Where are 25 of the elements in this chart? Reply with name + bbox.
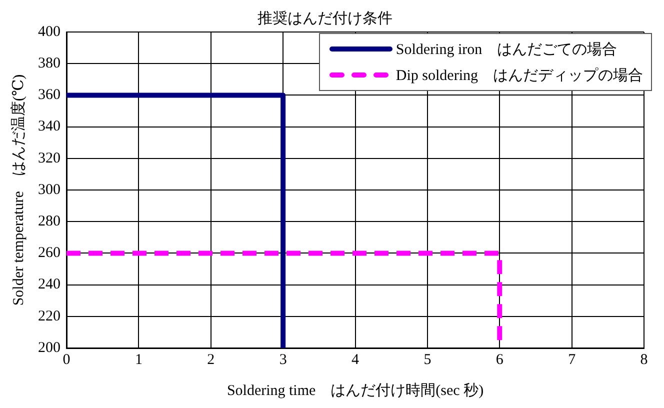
y-tick-label: 380 — [38, 56, 60, 72]
y-tick-label: 300 — [38, 182, 60, 198]
y-tick-label: 200 — [38, 340, 60, 356]
x-tick-label: 5 — [424, 352, 432, 368]
y-tick-label: 320 — [38, 150, 60, 166]
y-tick-label: 360 — [38, 87, 60, 104]
legend-label: Soldering iron はんだごての場合 — [396, 40, 618, 58]
x-tick-label: 6 — [496, 352, 504, 368]
x-tick-label: 2 — [207, 352, 215, 368]
y-tick-label: 340 — [38, 118, 60, 135]
x-tick-label: 8 — [640, 352, 648, 368]
y-tick-label: 400 — [38, 24, 60, 40]
y-axis-title: Solder temperature はんだ温度(℃) — [10, 74, 27, 306]
x-tick-label: 4 — [352, 352, 360, 368]
y-tick-label: 280 — [38, 214, 60, 230]
x-tick-label: 0 — [62, 352, 70, 368]
x-tick-label: 7 — [568, 352, 576, 368]
y-tick-label: 260 — [38, 245, 60, 262]
y-tick-label: 240 — [38, 276, 60, 293]
x-axis-title: Soldering time はんだ付け時間(sec 秒) — [226, 382, 484, 399]
y-tick-label: 220 — [38, 308, 60, 324]
chart-title: 推奨はんだ付け条件 — [258, 10, 392, 27]
x-tick-label: 3 — [279, 352, 287, 368]
x-tick-label: 1 — [134, 352, 142, 368]
legend-label: Dip soldering はんだディップの場合 — [396, 66, 643, 84]
